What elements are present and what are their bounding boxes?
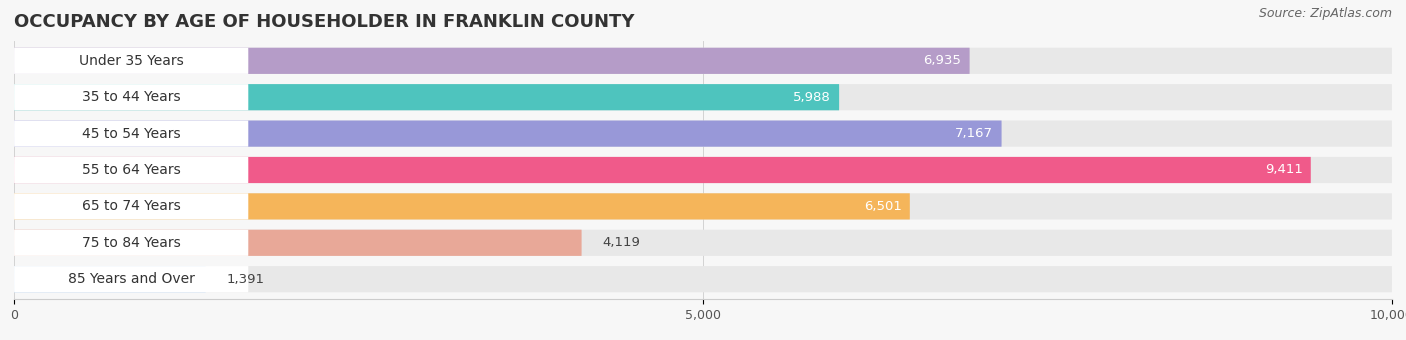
Text: 65 to 74 Years: 65 to 74 Years (82, 199, 180, 214)
FancyBboxPatch shape (14, 120, 1392, 147)
Text: Source: ZipAtlas.com: Source: ZipAtlas.com (1258, 7, 1392, 20)
FancyBboxPatch shape (14, 84, 839, 110)
Text: 6,935: 6,935 (924, 54, 962, 67)
FancyBboxPatch shape (14, 48, 249, 74)
Text: 55 to 64 Years: 55 to 64 Years (82, 163, 180, 177)
FancyBboxPatch shape (14, 84, 249, 110)
FancyBboxPatch shape (14, 120, 249, 147)
FancyBboxPatch shape (14, 120, 1001, 147)
Text: Under 35 Years: Under 35 Years (79, 54, 184, 68)
FancyBboxPatch shape (14, 84, 1392, 110)
FancyBboxPatch shape (14, 266, 249, 292)
FancyBboxPatch shape (14, 230, 582, 256)
FancyBboxPatch shape (14, 230, 249, 256)
FancyBboxPatch shape (14, 193, 249, 220)
Text: 5,988: 5,988 (793, 91, 831, 104)
FancyBboxPatch shape (14, 157, 1310, 183)
FancyBboxPatch shape (14, 266, 1392, 292)
Text: 9,411: 9,411 (1264, 164, 1302, 176)
Text: OCCUPANCY BY AGE OF HOUSEHOLDER IN FRANKLIN COUNTY: OCCUPANCY BY AGE OF HOUSEHOLDER IN FRANK… (14, 13, 634, 31)
FancyBboxPatch shape (14, 157, 1392, 183)
FancyBboxPatch shape (14, 48, 1392, 74)
Text: 85 Years and Over: 85 Years and Over (67, 272, 194, 286)
Text: 1,391: 1,391 (226, 273, 264, 286)
FancyBboxPatch shape (14, 48, 970, 74)
FancyBboxPatch shape (14, 266, 205, 292)
Text: 35 to 44 Years: 35 to 44 Years (82, 90, 180, 104)
FancyBboxPatch shape (14, 230, 1392, 256)
FancyBboxPatch shape (14, 193, 910, 220)
Text: 7,167: 7,167 (955, 127, 993, 140)
Text: 6,501: 6,501 (863, 200, 901, 213)
Text: 75 to 84 Years: 75 to 84 Years (82, 236, 180, 250)
FancyBboxPatch shape (14, 157, 249, 183)
Text: 45 to 54 Years: 45 to 54 Years (82, 126, 180, 141)
FancyBboxPatch shape (14, 193, 1392, 220)
Text: 4,119: 4,119 (602, 236, 640, 249)
